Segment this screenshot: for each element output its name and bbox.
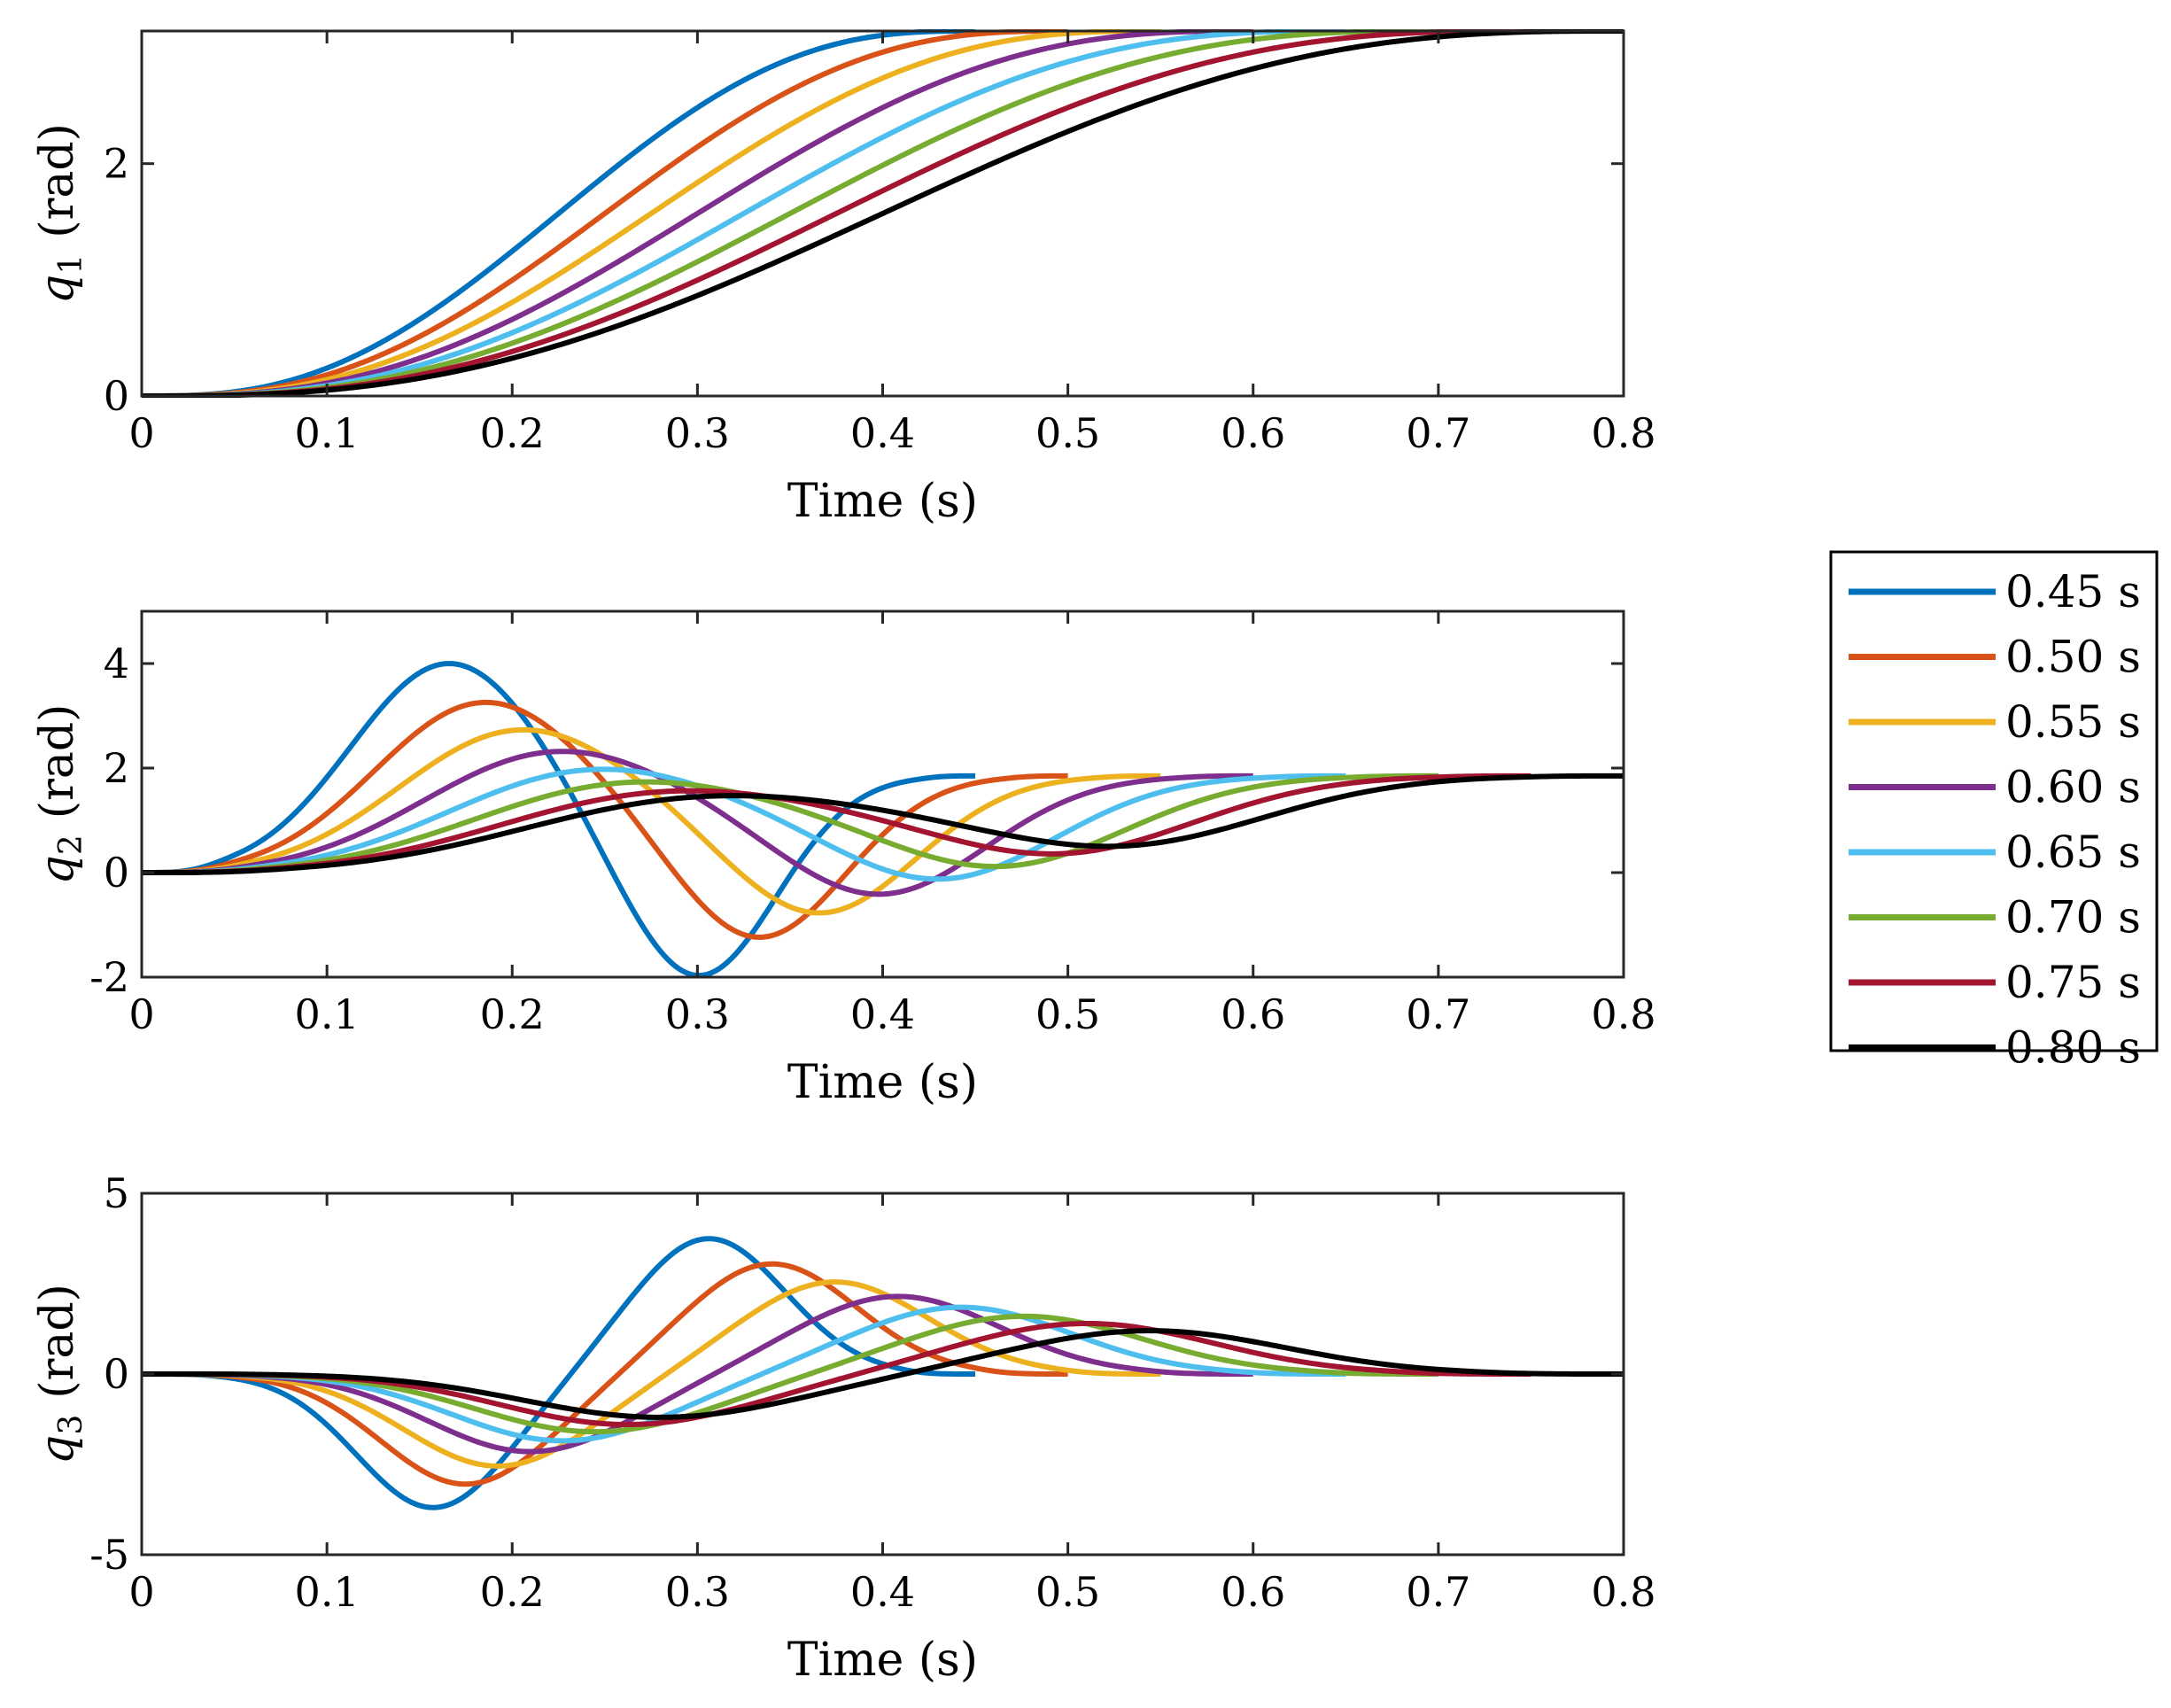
q3-series-group [142, 1236, 1624, 1510]
q1-ytick-label: 0 [104, 372, 129, 420]
q2-xtick-label: 0.8 [1591, 990, 1655, 1038]
q3-xtick-label: 0.5 [1035, 1568, 1100, 1616]
legend-entry: 0.60 s [1849, 762, 2141, 813]
panel-q1: 0 0.1 0.2 0.3 0.4 0.5 0.6 0.7 0.8 0 2 Time (s) q1(ra… [31, 29, 1656, 528]
q3-line-055 [142, 1279, 1161, 1469]
q2-ytick-label: 2 [104, 744, 129, 792]
q1-xlabel: Time (s) [787, 475, 978, 528]
legend-entry: 0.75 s [1849, 957, 2141, 1008]
q3-line-065 [142, 1304, 1346, 1444]
q1-line-045 [142, 29, 976, 398]
q2-ytick-label: 0 [104, 849, 129, 897]
legend-entry: 0.65 s [1849, 827, 2141, 878]
q2-xtick-label: 0.4 [850, 990, 915, 1038]
q3-ylabel: q3(rad) [31, 1284, 89, 1464]
q3-line-080 [142, 1328, 1624, 1420]
q1-xtick-label: 0.7 [1406, 409, 1470, 457]
q3-xtick-label: 0.1 [295, 1568, 360, 1616]
legend-entry: 0.50 s [1849, 632, 2141, 683]
q1-xtick-label: 0.2 [480, 409, 545, 457]
q3-xtick-label: 0.4 [850, 1568, 915, 1616]
legend-entry: 0.80 s [1849, 1022, 2141, 1074]
q2-xtick-label: 0.7 [1406, 990, 1470, 1038]
q1-ytick-label: 2 [104, 140, 129, 188]
legend-entry: 0.70 s [1849, 892, 2141, 943]
q2-line-070 [142, 772, 1438, 875]
legend-label: 0.80 s [2005, 1022, 2141, 1074]
legend: 0.45 s 0.50 s 0.55 s 0.60 s 0.65 s 0.70 s 0.75… [1829, 550, 2159, 1074]
q3-xlabel: Time (s) [787, 1634, 978, 1687]
q3-ytick-label: 5 [104, 1169, 129, 1217]
q1-xtick-label: 0 [128, 409, 154, 457]
q2-line-080 [142, 772, 1624, 875]
q1-xtick-label: 0.5 [1035, 409, 1100, 457]
q3-ytick-label: -5 [89, 1531, 129, 1579]
q2-series-group [142, 661, 1624, 979]
q2-ytick-label: 4 [104, 640, 129, 687]
q3-xtick-label: 0 [128, 1568, 154, 1616]
q2-xtick-label: 0.6 [1221, 990, 1285, 1038]
legend-label: 0.50 s [2005, 632, 2141, 683]
q3-xtick-label: 0.7 [1406, 1568, 1470, 1616]
q2-xtick-label: 0.1 [295, 990, 360, 1038]
legend-label: 0.75 s [2005, 957, 2141, 1008]
q1-ylabel: q1(rad) [31, 123, 89, 304]
q1-xtick-label: 0.8 [1591, 409, 1655, 457]
q3-xtick-label: 0.3 [665, 1568, 730, 1616]
q1-line-055 [142, 29, 1161, 398]
legend-entries: 0.45 s 0.50 s 0.55 s 0.60 s 0.65 s 0.70 s 0.75… [1849, 566, 2141, 1074]
legend-label: 0.65 s [2005, 827, 2141, 878]
q3-xtick-label: 0.6 [1221, 1568, 1285, 1616]
legend-label: 0.60 s [2005, 762, 2141, 813]
q3-xtick-label: 0.8 [1591, 1568, 1655, 1616]
legend-entry: 0.55 s [1849, 696, 2141, 748]
legend-label: 0.45 s [2005, 566, 2141, 617]
q1-series-group [142, 29, 1624, 398]
q2-xtick-label: 0.5 [1035, 990, 1100, 1038]
q2-line-065 [142, 766, 1346, 882]
q2-line-075 [142, 772, 1531, 875]
q2-xtick-label: 0.3 [665, 990, 730, 1038]
legend-label: 0.55 s [2005, 696, 2141, 748]
q2-ytick-label: -2 [89, 953, 129, 1001]
q1-xtick-label: 0.4 [850, 409, 915, 457]
q3-line-050 [142, 1261, 1069, 1487]
legend-label: 0.70 s [2005, 892, 2141, 943]
q3-line-060 [142, 1293, 1253, 1455]
legend-box [1829, 550, 2159, 1052]
q1-line-050 [142, 29, 1069, 398]
q1-xtick-label: 0.6 [1221, 409, 1285, 457]
q2-xtick-label: 0 [128, 990, 154, 1038]
q2-xlabel: Time (s) [787, 1056, 978, 1109]
q1-xtick-label: 0.3 [665, 409, 730, 457]
q3-xtick-label: 0.2 [480, 1568, 545, 1616]
q3-ytick-label: 0 [104, 1350, 129, 1398]
q1-xtick-label: 0.1 [295, 409, 360, 457]
legend-entry: 0.45 s [1849, 566, 2141, 617]
q2-xtick-label: 0.2 [480, 990, 545, 1038]
q2-ylabel: q2(rad) [31, 704, 89, 885]
q1-line-080 [142, 29, 1624, 398]
